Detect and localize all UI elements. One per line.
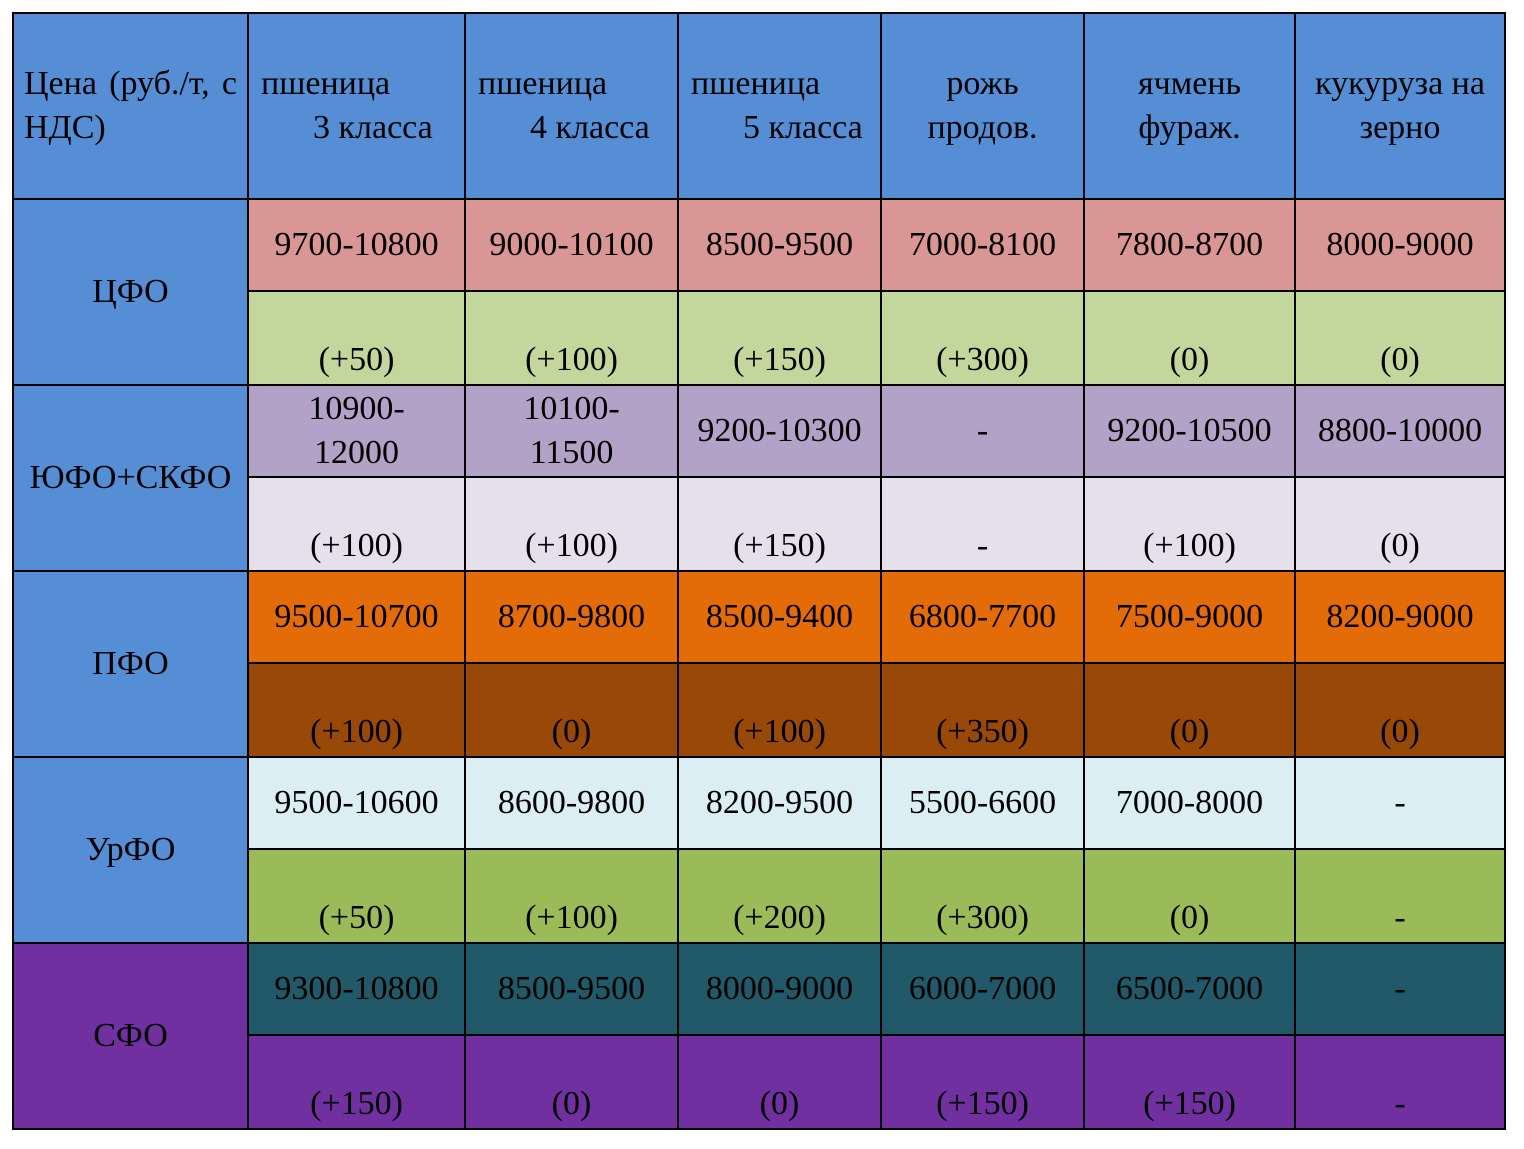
change-cell: (+300) [880, 848, 1085, 944]
price-cell: 7800-8700 [1083, 198, 1296, 292]
price-cell: 9200-10500 [1083, 384, 1296, 478]
price-cell: 8700-9800 [464, 570, 679, 664]
change-cell: (+100) [464, 290, 679, 386]
change-cell: (0) [1083, 662, 1296, 758]
change-cell: (+100) [247, 476, 466, 572]
change-cell: (0) [464, 662, 679, 758]
price-cell: 8800-10000 [1294, 384, 1506, 478]
region-row-changes: (+100) (0) (+100) (+350) (0) (0) [13, 662, 1506, 758]
region-name: СФО [12, 942, 249, 1130]
change-cell: (+350) [880, 662, 1085, 758]
region-row-prices: УрФО 9500-10600 8600-9800 8200-9500 5500… [12, 756, 1506, 944]
price-cell: 6800-7700 [880, 570, 1085, 664]
price-cell: 5500-6600 [880, 756, 1085, 850]
price-cell: 6500-7000 [1083, 942, 1296, 1036]
region-row-changes: (+50) (+100) (+200) (+300) (0) - [13, 848, 1506, 944]
price-cell: 7000-8100 [880, 198, 1085, 292]
price-cell: 6000-7000 [880, 942, 1085, 1036]
header-rye: рожь продов. [880, 12, 1085, 200]
price-cell: 9500-10600 [247, 756, 466, 850]
change-cell: (0) [1083, 848, 1296, 944]
change-cell: (0) [1294, 662, 1506, 758]
price-cell: 8200-9500 [677, 756, 882, 850]
header-wheat-4: пшеница 4 класса [464, 12, 679, 200]
price-cell: - [1294, 756, 1506, 850]
header-corn: кукуруза на зерно [1294, 12, 1506, 200]
region-row-changes: (+100) (+100) (+150) - (+100) (0) [13, 476, 1506, 572]
header-barley: ячмень фураж. [1083, 12, 1296, 200]
change-cell: - [880, 476, 1085, 572]
price-cell: 10100-11500 [464, 384, 679, 478]
price-cell: 9000-10100 [464, 198, 679, 292]
region-row-prices: СФО 9300-10800 8500-9500 8000-9000 6000-… [12, 942, 1506, 1130]
change-cell: (+150) [677, 476, 882, 572]
price-table: Цена (руб./т, с НДС) пшеница 3 класса пше… [12, 12, 1506, 1130]
price-cell: 8500-9500 [464, 942, 679, 1036]
region-name: УрФО [12, 756, 249, 944]
change-cell: (+50) [247, 290, 466, 386]
change-cell: (0) [1083, 290, 1296, 386]
header-price-label: Цена (руб./т, с НДС) [12, 12, 249, 200]
price-cell: - [880, 384, 1085, 478]
region-row-changes: (+150) (0) (0) (+150) (+150) - [13, 1034, 1506, 1130]
price-cell: 7500-9000 [1083, 570, 1296, 664]
change-cell: (+50) [247, 848, 466, 944]
change-cell: (+100) [677, 662, 882, 758]
change-cell: (+100) [1083, 476, 1296, 572]
header-wheat-5: пшеница 5 класса [677, 12, 882, 200]
region-row-prices: ПФО 9500-10700 8700-9800 8500-9400 6800-… [12, 570, 1506, 758]
region-row-changes: (+50) (+100) (+150) (+300) (0) (0) [13, 290, 1506, 386]
change-cell: (+150) [880, 1034, 1085, 1130]
price-cell: - [1294, 942, 1506, 1036]
price-cell: 9300-10800 [247, 942, 466, 1036]
change-cell: (+200) [677, 848, 882, 944]
change-cell: (0) [1294, 476, 1506, 572]
change-cell: (+300) [880, 290, 1085, 386]
header-wheat-3: пшеница 3 класса [247, 12, 466, 200]
change-cell: (0) [464, 1034, 679, 1130]
change-cell: - [1294, 848, 1506, 944]
price-cell: 9500-10700 [247, 570, 466, 664]
region-name: ПФО [12, 570, 249, 758]
region-name: ЦФО [12, 198, 249, 386]
price-cell: 8600-9800 [464, 756, 679, 850]
change-cell: (+150) [677, 290, 882, 386]
region-row-prices: ЦФО 9700-10800 9000-10100 8500-9500 7000… [12, 198, 1506, 386]
change-cell: (0) [1294, 290, 1506, 386]
header-row: Цена (руб./т, с НДС) пшеница 3 класса пше… [12, 12, 1506, 200]
price-cell: 9700-10800 [247, 198, 466, 292]
change-cell: (+100) [464, 848, 679, 944]
price-cell: 8500-9500 [677, 198, 882, 292]
region-row-prices: ЮФО+СКФО 10900-12000 10100-11500 9200-10… [12, 384, 1506, 572]
change-cell: (+150) [1083, 1034, 1296, 1130]
change-cell: (+100) [464, 476, 679, 572]
price-cell: 8200-9000 [1294, 570, 1506, 664]
price-cell: 9200-10300 [677, 384, 882, 478]
price-cell: 8000-9000 [677, 942, 882, 1036]
change-cell: (+100) [247, 662, 466, 758]
change-cell: - [1294, 1034, 1506, 1130]
region-name: ЮФО+СКФО [12, 384, 249, 572]
price-cell: 8000-9000 [1294, 198, 1506, 292]
price-cell: 7000-8000 [1083, 756, 1296, 850]
change-cell: (+150) [247, 1034, 466, 1130]
price-cell: 8500-9400 [677, 570, 882, 664]
change-cell: (0) [677, 1034, 882, 1130]
price-cell: 10900-12000 [247, 384, 466, 478]
